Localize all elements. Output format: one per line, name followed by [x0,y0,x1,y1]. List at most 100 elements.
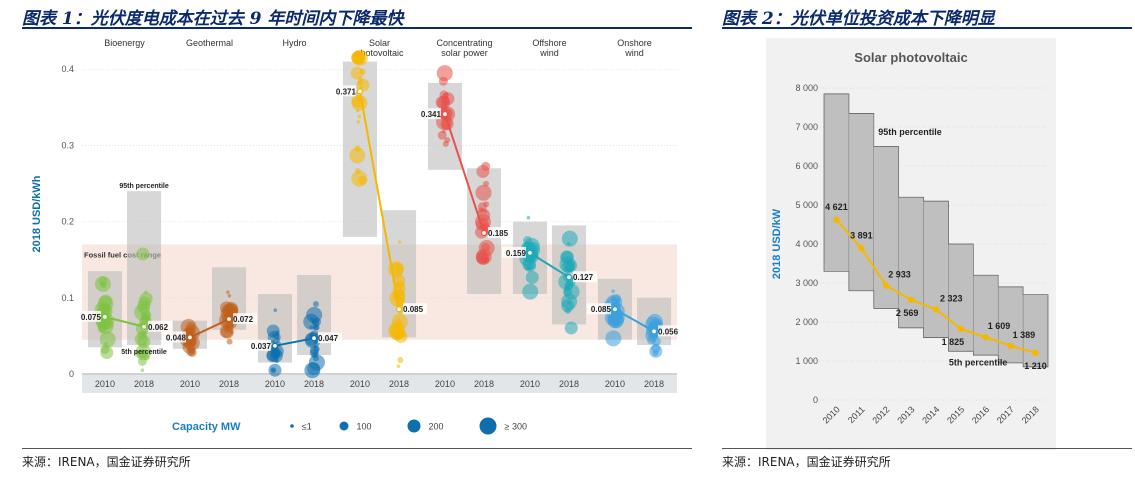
project-bubble [561,230,578,247]
capex-value-label: 1 389 [1013,330,1036,340]
lcoe-ytick-label: 0.4 [61,64,74,74]
project-bubble [351,51,365,65]
capacity-legend-marker [479,417,497,435]
project-bubble [313,345,320,352]
project-bubble [358,175,368,185]
capex-value-label: 2 933 [888,270,911,280]
project-bubble [313,351,318,355]
average-value-label: 0.056 [658,327,679,336]
project-bubble [357,114,362,119]
average-value-label: 0.037 [251,342,272,351]
capex-point [932,306,940,313]
project-bubble [99,331,116,348]
capex-value-label: 3 891 [850,230,873,240]
average-marker [271,342,279,349]
average-value-label: 0.127 [573,273,594,282]
average-marker [650,328,658,335]
p5-annotation: 5th percentile [121,349,167,356]
average-marker [225,316,233,323]
year-label: 2010 [95,379,115,389]
project-bubble [100,282,107,289]
figure2-source-rule [722,448,1132,449]
average-marker [565,274,573,281]
lcoe-chart: Fossil fuel cost range 0 0.1 0.2 0.3 0.4 2018 … [22,34,692,444]
project-bubble [227,293,232,298]
average-label-bg [331,85,356,97]
technology-name: Offshore wind [532,38,566,58]
project-bubble [526,215,531,220]
average-value-label: 0.159 [506,249,527,258]
average-marker [101,313,109,320]
average-label-bg [246,339,271,351]
capex-ytick-label: 3 000 [795,278,818,288]
capex-point [833,216,840,223]
project-bubble [356,120,361,124]
project-bubble [140,368,145,372]
project-bubble [476,251,490,265]
average-trend-line [189,318,230,339]
year-label: 2010 [265,379,285,389]
average-label-bg [148,320,173,332]
capex-chart: Solar photovoltaic 0 1 000 2 000 3 000 4 000 5… [766,38,1056,450]
figure1-source-rule [22,448,692,449]
lcoe-ytick-label: 0.1 [61,293,74,303]
project-bubble [444,137,451,144]
project-bubble [136,247,150,261]
average-label-bg [403,303,428,315]
project-bubble [100,345,114,359]
capex-point [883,282,890,289]
average-value-label: 0.085 [403,305,424,314]
figure2-title: 图表 2：光伏单位投资成本下降明显 [722,9,995,29]
project-bubble [525,270,539,284]
average-value-label: 0.047 [318,334,339,343]
lcoe-year-strip [82,375,677,393]
project-bubble [564,265,571,272]
project-bubble [397,356,404,363]
project-bubble [398,240,402,244]
average-value-label: 0.371 [336,87,357,96]
project-bubble [349,147,366,164]
project-bubble [226,290,230,294]
project-bubble [395,318,402,325]
p95-annotation: 95th percentile [119,183,169,190]
project-bubble [309,325,314,330]
average-label-bg [76,310,101,322]
average-marker [310,335,318,342]
project-bubble [436,65,453,82]
year-label: 2010 [605,379,625,389]
project-bubble [435,95,449,109]
project-bubble [564,321,578,335]
year-label: 2010 [180,379,200,389]
year-label: 2010 [435,379,455,389]
year-label: 2018 [134,379,154,389]
technology-name: Geothermal [186,38,233,48]
average-trend-line [274,337,315,347]
capacity-legend-label: ≤1 [302,422,312,432]
year-label: 2018 [389,379,409,389]
capex-point [858,245,865,252]
project-bubble [357,79,364,86]
average-trend-line [444,113,485,234]
lcoe-ytick-label: 0 [69,369,74,379]
capex-point [907,296,915,304]
project-bubble [522,283,539,300]
year-label: 2018 [474,379,494,389]
lcoe-ytick-label: 0.2 [61,217,74,227]
project-bubble [561,299,575,313]
average-value-label: 0.062 [148,323,169,332]
technology-name: Solar photovoltaic [355,38,404,58]
project-bubble [354,168,361,175]
capex-value-label: 2 569 [896,308,919,318]
project-bubble [226,338,233,345]
average-label-bg [501,246,526,258]
capacity-legend-label: ≥ 300 [505,422,527,432]
figure1-source: 来源：IRENA，国金证券研究所 [22,455,191,469]
capex-p95-annotation: 95th percentile [878,127,942,137]
average-value-label: 0.185 [488,229,509,238]
average-label-bg [233,313,258,325]
project-bubble [396,364,401,369]
project-bubble [143,354,150,361]
capacity-legend-marker [290,424,294,428]
project-bubble [273,308,278,312]
technology-name: Hydro [282,38,306,48]
